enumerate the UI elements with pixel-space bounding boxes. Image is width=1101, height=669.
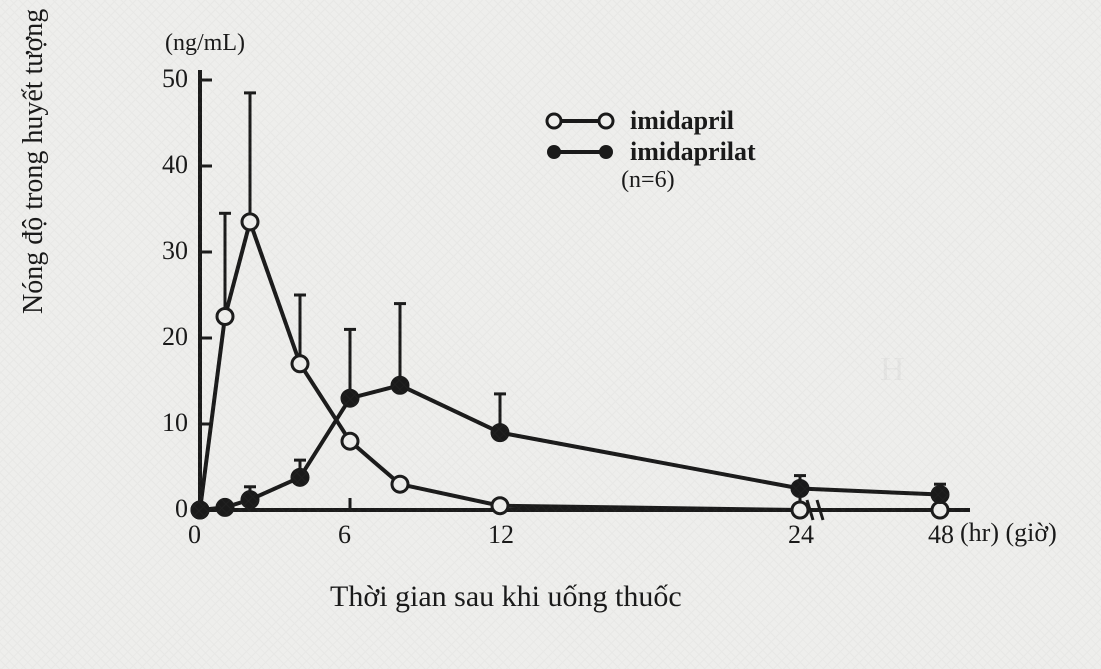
y-tick-label: 0 [175,494,188,524]
svg-text:H: H [880,351,905,388]
y-tick-label: 50 [162,64,188,94]
x-tick-label: 12 [488,520,514,550]
legend-label: imidaprilat [630,136,756,167]
x-axis-unit: (hr) (giờ) [960,518,1057,548]
x-tick-label: 0 [188,520,201,550]
x-tick-label: 6 [338,520,351,550]
x-axis-title: Thời gian sau khi uống thuốc [330,580,682,614]
x-tick-label: 24 [788,520,814,550]
y-tick-label: 20 [162,322,188,352]
pk-chart: Nóng độ trong huyết tượng (ng/mL) (hr) (… [0,0,1101,669]
legend-marker-icon [540,140,620,164]
y-tick-label: 10 [162,408,188,438]
legend-item: imidapril [540,105,756,136]
legend-n: (n=6) [540,167,756,194]
y-tick-label: 40 [162,150,188,180]
y-tick-label: 30 [162,236,188,266]
legend-marker-icon [540,109,620,133]
legend-label: imidapril [630,105,734,136]
y-axis-title: Nóng độ trong huyết tượng [18,9,50,314]
y-axis-unit: (ng/mL) [165,30,245,57]
legend: imidaprilimidaprilat(n=6) [540,105,756,194]
x-tick-label: 48 [928,520,954,550]
legend-item: imidaprilat [540,136,756,167]
